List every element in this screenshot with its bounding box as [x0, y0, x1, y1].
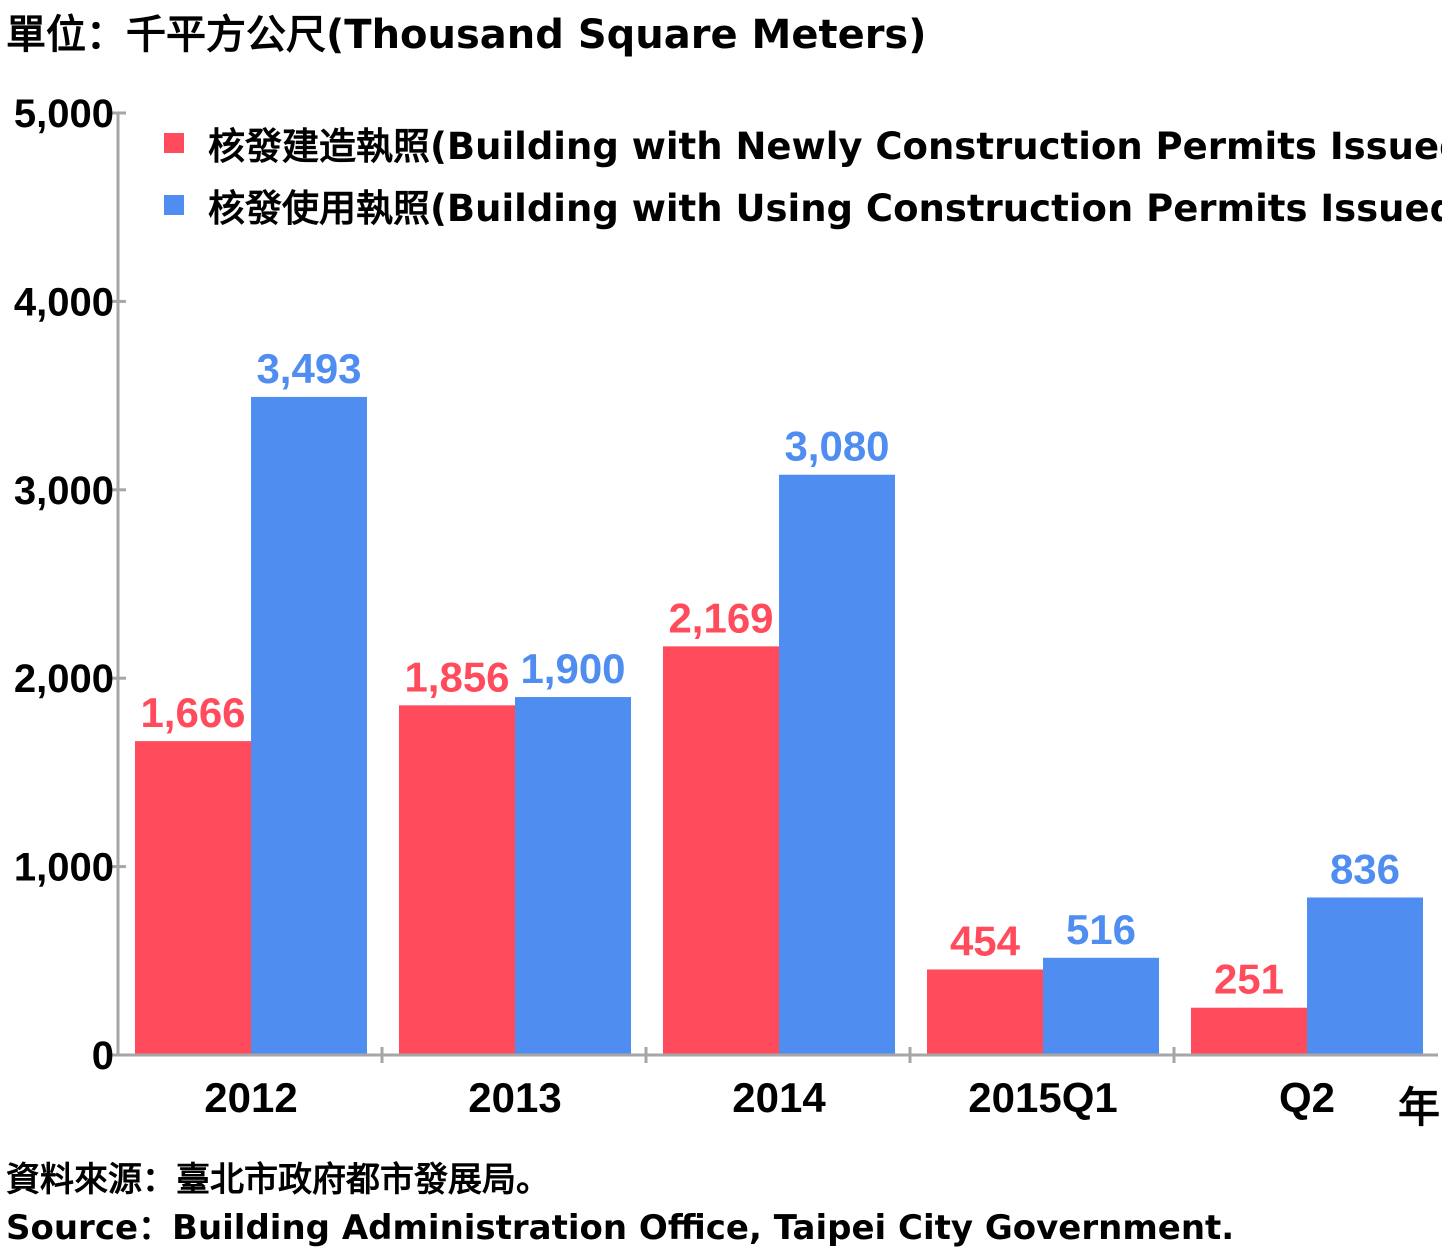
data-label-using-2013: 1,900	[520, 645, 625, 692]
y-tick-label: 5,000	[14, 92, 114, 136]
legend-swatch-newly	[164, 133, 184, 153]
data-label-newly-2014: 2,169	[668, 594, 773, 641]
data-label-newly-2013: 1,856	[404, 653, 509, 700]
y-tick-label: 2,000	[14, 657, 114, 701]
unit-label: 單位：千平方公尺(Thousand Square Meters)	[6, 12, 927, 58]
bars	[135, 396, 1423, 1054]
bar-newly-2013	[399, 705, 515, 1054]
source-note-zh: 資料來源：臺北市政府都市發展局。	[6, 1160, 550, 1200]
bar-newly-2015Q1	[927, 969, 1043, 1054]
y-tick-label: 3,000	[14, 469, 114, 513]
data-label-newly-Q2: 251	[1214, 956, 1284, 1003]
bar-using-2013	[515, 697, 631, 1054]
legend-item-using: 核發使用執照(Building with Using Construction …	[164, 174, 1442, 236]
x-category-label: Q2	[1279, 1074, 1335, 1121]
bar-using-Q2	[1307, 897, 1423, 1054]
x-category-label: 2014	[732, 1074, 826, 1121]
x-axis-year-suffix: 年	[1398, 1083, 1441, 1132]
data-labels: 1,666 3,493 1,856 1,900 2,169 3,080 454 516 251 8…	[140, 345, 1400, 1003]
data-label-newly-2015Q1: 454	[950, 917, 1021, 964]
x-category-label: 2013	[468, 1074, 561, 1121]
data-label-using-2012: 3,493	[256, 345, 361, 392]
y-tick-label: 4,000	[14, 280, 114, 324]
y-tick-label: 1,000	[14, 846, 114, 890]
bar-using-2015Q1	[1043, 957, 1159, 1054]
legend-item-newly: 核發建造執照(Building with Newly Construction …	[164, 112, 1442, 174]
legend: 核發建造執照(Building with Newly Construction …	[164, 112, 1442, 236]
bar-using-2014	[779, 474, 895, 1054]
legend-label-using: 核發使用執照(Building with Using Construction …	[208, 187, 1442, 230]
data-label-newly-2012: 1,666	[140, 689, 245, 736]
bar-using-2012	[251, 396, 367, 1054]
x-category-label: 2012	[204, 1074, 297, 1121]
source-note-en: Source：Building Administration Office, T…	[6, 1208, 1235, 1248]
data-label-using-2014: 3,080	[784, 423, 889, 470]
legend-label-newly: 核發建造執照(Building with Newly Construction …	[208, 125, 1442, 168]
bar-newly-2012	[135, 741, 251, 1054]
y-tick-label: 0	[92, 1034, 114, 1078]
x-category-label: 2015Q1	[968, 1074, 1117, 1121]
data-label-using-2015Q1: 516	[1066, 906, 1136, 953]
legend-swatch-using	[164, 195, 184, 215]
bar-newly-2014	[663, 646, 779, 1054]
data-label-using-Q2: 836	[1330, 845, 1400, 892]
bar-newly-Q2	[1191, 1007, 1307, 1054]
axes: 0 1,000 2,000 3,000 4,000 5,000 2012 2013 2014 20…	[14, 92, 1438, 1121]
